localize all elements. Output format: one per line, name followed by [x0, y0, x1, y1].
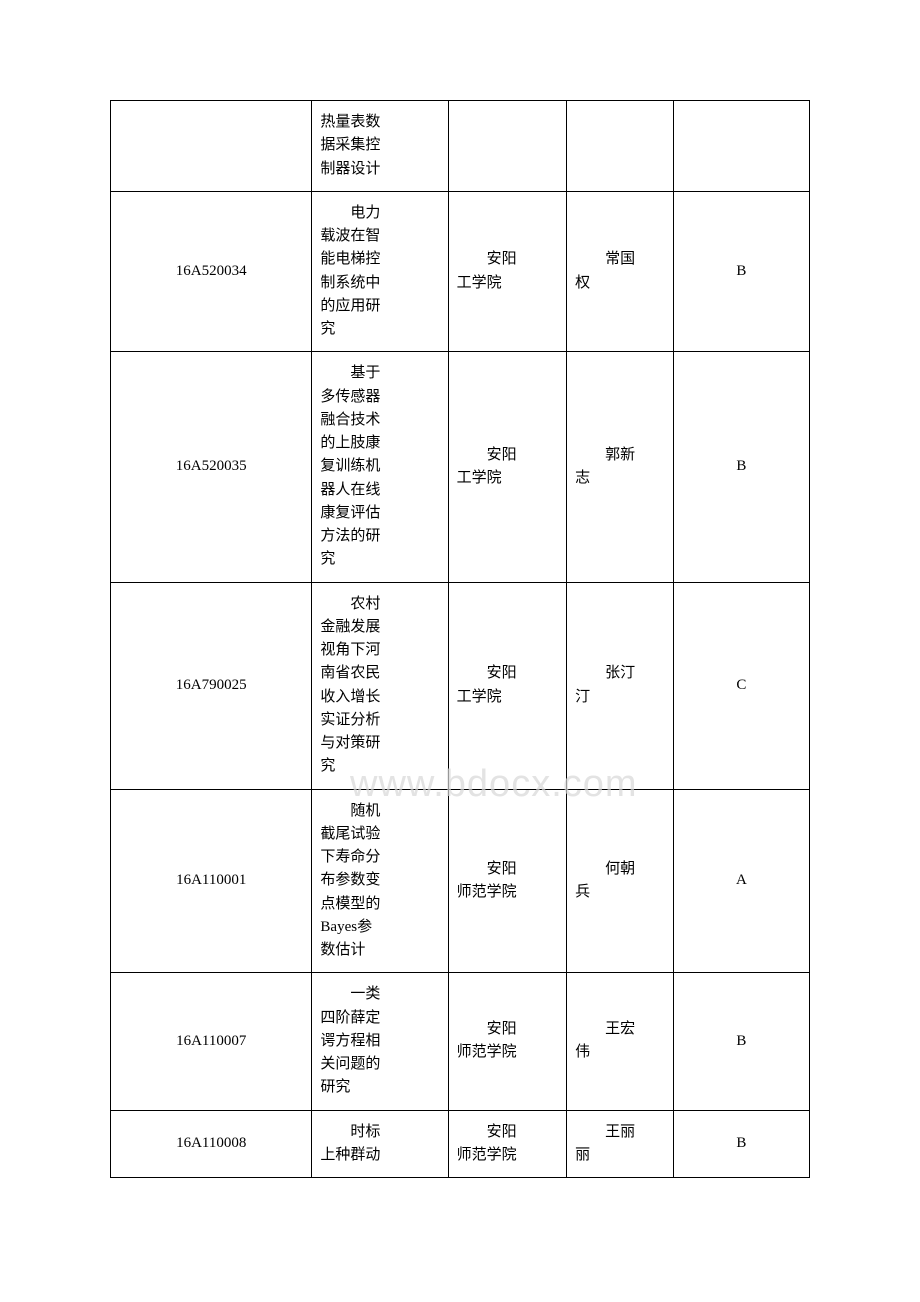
table-row: 16A110001 随机截尾试验下寿命分布参数变点模型的Bayes参数估计 安阳…: [111, 789, 810, 973]
grade-cell: B: [673, 352, 809, 582]
grade-cell: A: [673, 789, 809, 973]
project-title-cell: 随机截尾试验下寿命分布参数变点模型的Bayes参数估计: [312, 789, 448, 973]
person-cell: [567, 101, 674, 192]
school-cell: 安阳师范学院: [448, 789, 566, 973]
table-row: 16A520034 电力载波在智能电梯控制系统中的应用研究 安阳工学院 常国权B: [111, 191, 810, 352]
school-cell: 安阳工学院: [448, 582, 566, 789]
grade-cell: B: [673, 973, 809, 1110]
school-cell: 安阳工学院: [448, 191, 566, 352]
grade-cell: B: [673, 191, 809, 352]
person-cell: 张汀汀: [567, 582, 674, 789]
table-row: 16A790025 农村金融发展视角下河南省农民收入增长实证分析与对策研究 安阳…: [111, 582, 810, 789]
project-id-cell: 16A520035: [111, 352, 312, 582]
grade-cell: [673, 101, 809, 192]
project-id-cell: 16A110001: [111, 789, 312, 973]
table-row: 16A110008 时标上种群动 安阳师范学院 王丽丽B: [111, 1110, 810, 1178]
project-title-cell: 基于多传感器融合技术的上肢康复训练机器人在线康复评估方法的研究: [312, 352, 448, 582]
person-cell: 郭新志: [567, 352, 674, 582]
project-title-cell: 一类四阶薛定谔方程相关问题的研究: [312, 973, 448, 1110]
project-title-cell: 电力载波在智能电梯控制系统中的应用研究: [312, 191, 448, 352]
school-cell: 安阳师范学院: [448, 973, 566, 1110]
school-cell: 安阳师范学院: [448, 1110, 566, 1178]
person-cell: 王丽丽: [567, 1110, 674, 1178]
projects-table: 热量表数据采集控制器设计16A520034 电力载波在智能电梯控制系统中的应用研…: [110, 100, 810, 1178]
table-row: 16A520035 基于多传感器融合技术的上肢康复训练机器人在线康复评估方法的研…: [111, 352, 810, 582]
project-id-cell: 16A110008: [111, 1110, 312, 1178]
project-id-cell: [111, 101, 312, 192]
project-id-cell: 16A790025: [111, 582, 312, 789]
school-cell: 安阳工学院: [448, 352, 566, 582]
document-page: www.bdocx.com 热量表数据采集控制器设计16A520034 电力载波…: [110, 100, 810, 1178]
project-id-cell: 16A520034: [111, 191, 312, 352]
project-title-cell: 农村金融发展视角下河南省农民收入增长实证分析与对策研究: [312, 582, 448, 789]
project-title-cell: 热量表数据采集控制器设计: [312, 101, 448, 192]
person-cell: 何朝兵: [567, 789, 674, 973]
table-row: 热量表数据采集控制器设计: [111, 101, 810, 192]
grade-cell: C: [673, 582, 809, 789]
person-cell: 常国权: [567, 191, 674, 352]
school-cell: [448, 101, 566, 192]
project-id-cell: 16A110007: [111, 973, 312, 1110]
grade-cell: B: [673, 1110, 809, 1178]
person-cell: 王宏伟: [567, 973, 674, 1110]
table-row: 16A110007 一类四阶薛定谔方程相关问题的研究 安阳师范学院 王宏伟B: [111, 973, 810, 1110]
project-title-cell: 时标上种群动: [312, 1110, 448, 1178]
